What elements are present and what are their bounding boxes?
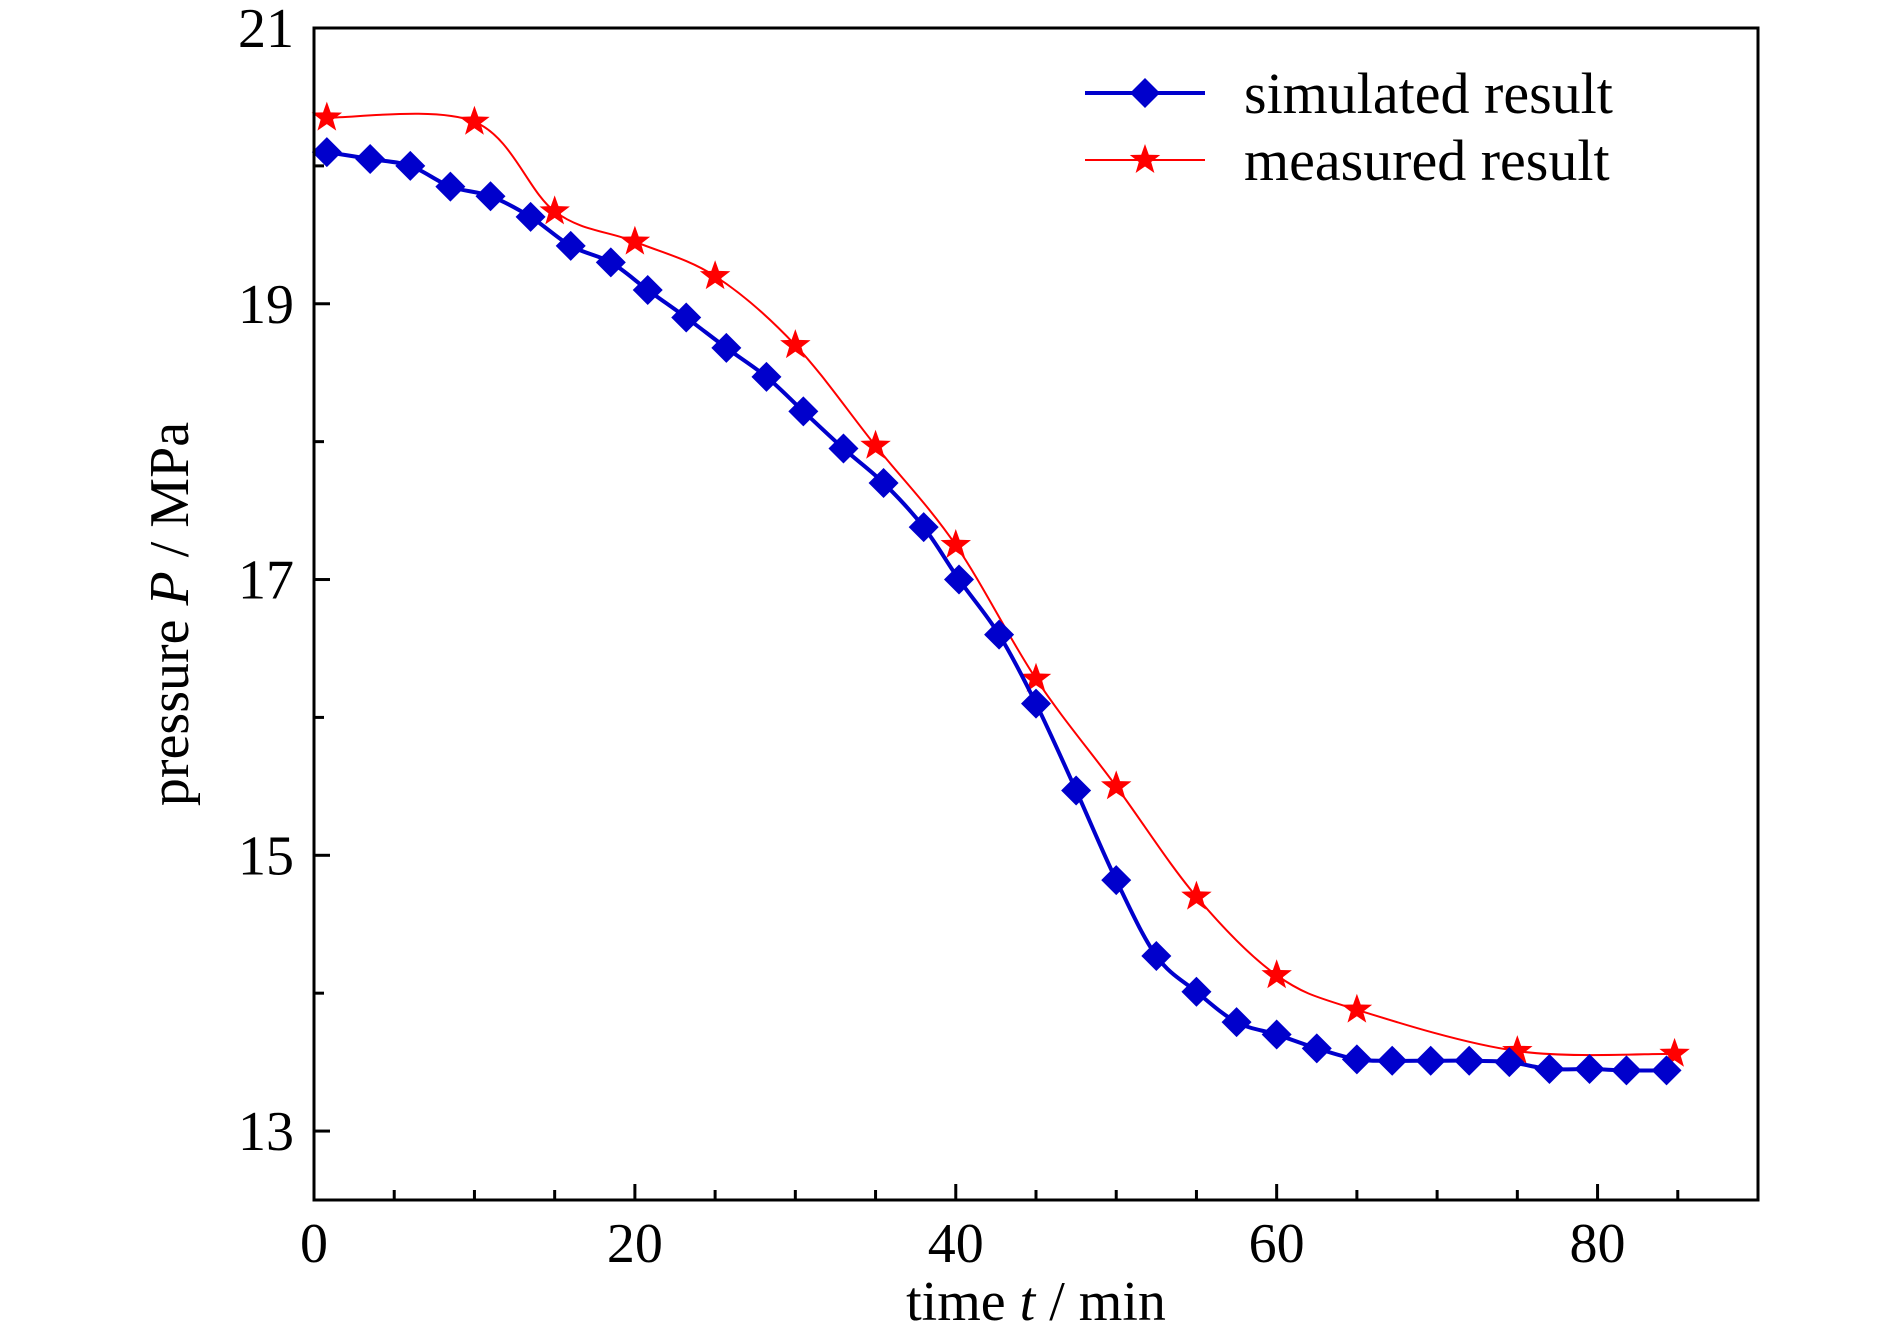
legend-label-simulated: simulated result — [1244, 61, 1613, 126]
data-point — [1261, 1019, 1292, 1050]
legend-label-measured: measured result — [1244, 128, 1610, 193]
x-tick-label: 0 — [300, 1213, 328, 1275]
legend-marker-shape — [1130, 78, 1160, 108]
plot-area-frame — [312, 26, 1760, 1202]
x-axis-title-unit: / min — [1035, 1271, 1166, 1323]
data-point — [555, 230, 586, 261]
data-point — [539, 195, 570, 225]
data-point — [1341, 993, 1373, 1023]
y-tick-label: 21 — [238, 0, 294, 60]
data-point — [780, 329, 811, 359]
y-tick-label: 13 — [238, 1101, 294, 1163]
axis-tick-labels: 0 20 40 60 80 13 15 17 19 21 — [238, 0, 1626, 1275]
data-point — [943, 564, 974, 595]
legend-marker-shape — [1129, 144, 1161, 173]
legend-marker-simulated — [1130, 78, 1160, 108]
y-tick-label: 15 — [238, 825, 294, 887]
data-point — [1101, 865, 1132, 896]
x-tick-label: 40 — [928, 1213, 984, 1275]
x-tick-label: 20 — [607, 1213, 663, 1275]
data-point — [699, 260, 731, 290]
data-point — [1574, 1054, 1605, 1085]
data-point — [632, 274, 663, 305]
series-measured — [311, 101, 1690, 1067]
y-axis-title-unit: / MPa — [139, 422, 201, 571]
x-axis-title-variable: t — [1020, 1271, 1037, 1323]
series-layer — [311, 101, 1690, 1086]
axis-ticks — [312, 26, 1680, 1200]
data-point — [1061, 775, 1092, 806]
data-point — [595, 247, 626, 278]
data-point — [1020, 662, 1052, 692]
y-axis-title: pressure P / MPa — [139, 422, 201, 806]
x-tick-label: 80 — [1570, 1213, 1626, 1275]
y-axis-title-prefix: pressure — [139, 605, 201, 806]
data-point — [868, 468, 899, 499]
legend: simulated result measured result — [1085, 61, 1613, 193]
legend-marker-measured — [1129, 144, 1161, 173]
data-point — [1377, 1045, 1408, 1076]
y-axis-title-variable: P — [139, 571, 201, 606]
data-point — [711, 332, 742, 363]
data-point — [1494, 1047, 1525, 1078]
data-point — [1261, 959, 1292, 989]
data-point — [311, 137, 342, 168]
data-point — [1221, 1007, 1252, 1038]
data-point — [828, 433, 859, 464]
data-point — [860, 429, 891, 459]
data-point — [1181, 880, 1212, 910]
x-axis-title: time t / min — [906, 1271, 1166, 1323]
y-tick-label: 17 — [238, 550, 294, 612]
data-point — [1454, 1045, 1485, 1076]
x-tick-label: 60 — [1249, 1213, 1305, 1275]
series-simulated — [311, 137, 1682, 1086]
data-point — [1181, 976, 1212, 1007]
data-point — [1502, 1035, 1533, 1065]
data-point — [619, 225, 651, 255]
data-point — [940, 529, 971, 558]
data-point — [395, 150, 426, 181]
data-point — [1101, 770, 1132, 800]
data-point — [459, 105, 490, 135]
data-point — [435, 171, 466, 202]
data-point — [908, 512, 939, 543]
data-point — [1141, 940, 1172, 971]
data-point — [1651, 1055, 1682, 1086]
data-point — [1534, 1054, 1565, 1085]
data-point — [1415, 1045, 1446, 1076]
y-tick-label: 19 — [238, 274, 294, 336]
data-point — [788, 396, 819, 427]
data-point — [515, 201, 546, 232]
data-point — [1341, 1044, 1372, 1075]
data-point — [984, 619, 1015, 650]
data-point — [311, 101, 343, 131]
data-point — [1021, 688, 1051, 719]
data-point — [751, 361, 782, 392]
data-point — [671, 302, 702, 333]
data-point — [475, 181, 506, 212]
data-point — [1301, 1033, 1332, 1064]
data-point — [1659, 1037, 1690, 1067]
data-point — [355, 143, 386, 174]
x-axis-title-prefix: time — [906, 1271, 1020, 1323]
data-point — [1611, 1055, 1642, 1086]
